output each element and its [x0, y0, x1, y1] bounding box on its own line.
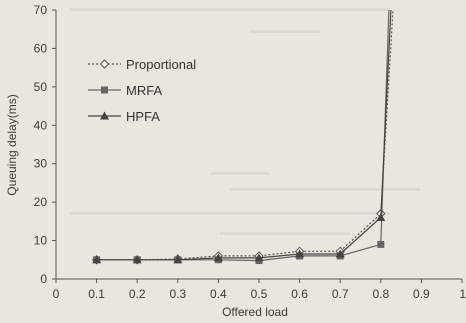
x-tick-label: 0.1 — [88, 287, 105, 301]
x-tick-label: 0.2 — [129, 287, 146, 301]
legend-label: HPFA — [126, 109, 160, 124]
x-tick-label: 0.9 — [413, 287, 430, 301]
legend-swatch-marker — [101, 86, 108, 94]
data-point-hpfa — [213, 253, 223, 262]
y-tick-label: 10 — [34, 234, 48, 248]
x-tick-label: 0.8 — [372, 287, 389, 301]
y-tick-label: 30 — [34, 157, 48, 171]
data-point-hpfa — [132, 255, 142, 264]
data-point-hpfa — [376, 213, 386, 222]
series-mrfa — [93, 9, 390, 265]
y-tick-label: 20 — [34, 195, 48, 209]
series-line-mrfa — [96, 9, 390, 262]
legend-label: Proportional — [126, 57, 196, 72]
x-axis-ticks: 0 0.1 0.2 0.3 0.4 0.5 0.6 0.7 0.8 0.9 1 — [53, 279, 466, 301]
legend-label: MRFA — [126, 83, 162, 98]
y-axis-title: Queuing delay(ms) — [5, 94, 19, 195]
y-tick-label: 0 — [40, 272, 47, 286]
legend: Proportional MRFA HPFA — [88, 57, 196, 124]
series-proportional — [91, 9, 394, 265]
x-tick-label: 0.4 — [210, 287, 227, 301]
series-line-hpfa — [96, 9, 392, 261]
data-point-hpfa — [335, 249, 345, 258]
series-hpfa — [92, 9, 392, 264]
y-tick-label: 70 — [34, 3, 48, 17]
x-tick-label: 0.5 — [251, 287, 268, 301]
data-point-hpfa — [173, 255, 183, 264]
legend-item-mrfa: MRFA — [88, 83, 162, 98]
x-tick-label: 0.6 — [291, 287, 308, 301]
x-tick-label: 0.3 — [169, 287, 186, 301]
legend-item-proportional: Proportional — [88, 57, 196, 72]
legend-swatch-marker — [100, 111, 109, 120]
data-point-hpfa — [92, 255, 102, 264]
series-line-proportional — [96, 9, 394, 261]
x-tick-label: 0 — [53, 287, 60, 301]
axes — [55, 10, 462, 280]
y-tick-label: 40 — [34, 118, 48, 132]
y-tick-label: 50 — [34, 80, 48, 94]
data-point-mrfa — [377, 240, 385, 248]
data-point-hpfa — [254, 253, 264, 262]
y-tick-label: 60 — [34, 41, 48, 55]
y-axis-ticks: 0 10 20 30 40 50 60 70 — [34, 3, 56, 286]
legend-swatch-marker — [99, 59, 110, 69]
x-axis-title: Offered load — [222, 305, 288, 319]
series-layer — [91, 9, 394, 265]
legend-item-hpfa: HPFA — [88, 109, 160, 124]
x-tick-label: 0.7 — [332, 287, 349, 301]
data-point-hpfa — [295, 249, 305, 258]
paper-bleed-through — [70, 8, 420, 235]
x-tick-label: 1 — [459, 287, 466, 301]
